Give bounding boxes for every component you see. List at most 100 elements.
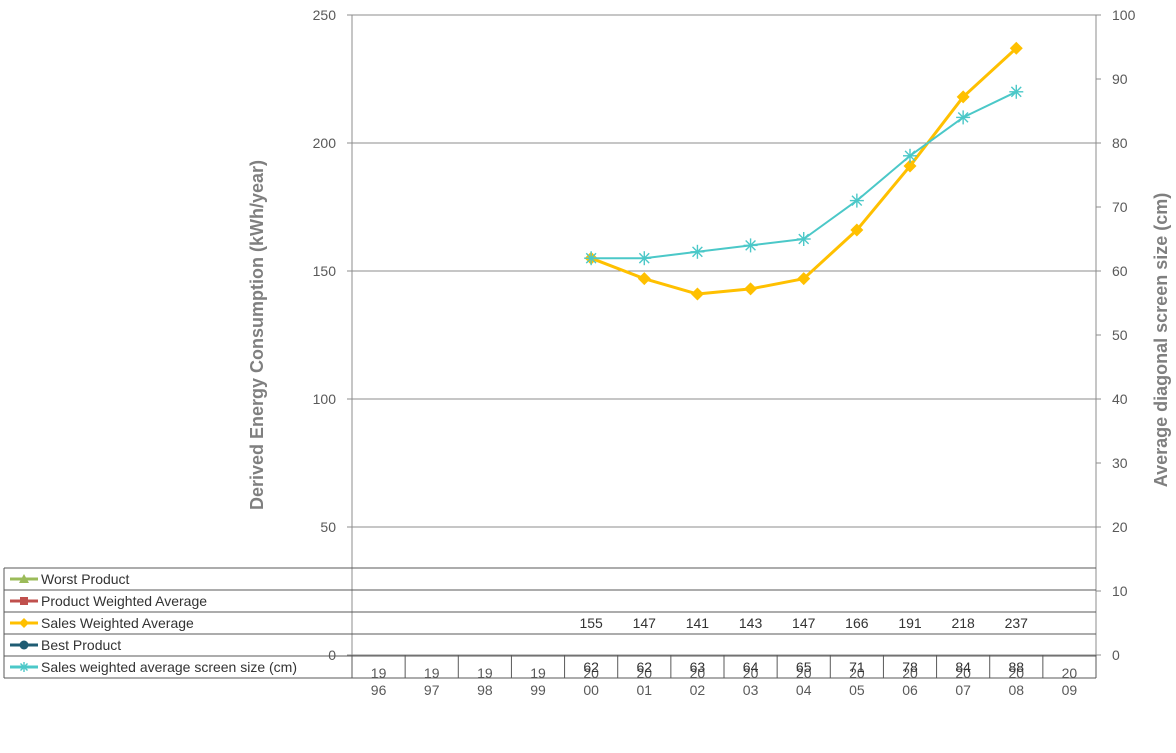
table-cell-value: 237: [1005, 615, 1029, 631]
x-tick-label: 20: [636, 665, 652, 681]
x-tick-label: 20: [1062, 665, 1078, 681]
x-tick-label: 07: [955, 682, 971, 698]
table-cell-value: 155: [579, 615, 603, 631]
x-tick-label: 01: [636, 682, 652, 698]
data-point: [850, 223, 864, 237]
x-tick-label: 05: [849, 682, 865, 698]
legend-marker: [19, 640, 29, 650]
legend-marker: [19, 574, 29, 583]
x-tick-label: 96: [371, 682, 387, 698]
table-cell-value: 141: [686, 615, 710, 631]
legend-marker: [19, 618, 29, 628]
x-tick-label: 98: [477, 682, 493, 698]
y-tick-label: 200: [313, 135, 337, 151]
table-cell-value: 62: [636, 659, 652, 675]
x-tick-label: 20: [690, 665, 706, 681]
data-point: [743, 238, 758, 253]
y-tick-label: 0: [328, 647, 336, 663]
y-tick-label: 100: [313, 391, 337, 407]
legend-label: Best Product: [41, 637, 121, 653]
series-sales-weighted-average-screen-size-cm-: [584, 84, 1024, 266]
y2-tick-label: 10: [1112, 583, 1128, 599]
y2-tick-label: 20: [1112, 519, 1128, 535]
y-tick-label: 250: [313, 7, 337, 23]
legend-label: Sales Weighted Average: [41, 615, 194, 631]
data-point: [797, 272, 811, 286]
y-axis-title: Derived Energy Consumption (kWh/year): [247, 160, 267, 510]
x-tick-label: 20: [849, 665, 865, 681]
x-tick-label: 99: [530, 682, 546, 698]
data-point: [637, 251, 652, 266]
y2-tick-label: 100: [1112, 7, 1136, 23]
y2-axis-title: Average diagonal screen size (cm): [1151, 193, 1171, 487]
table-cell-value: 191: [898, 615, 922, 631]
x-tick-label: 19: [371, 665, 387, 681]
table-cell-value: 64: [743, 659, 759, 675]
table-cell-value: 84: [955, 659, 971, 675]
table-cell-value: 147: [633, 615, 657, 631]
data-point: [1009, 84, 1024, 99]
data-point: [690, 287, 704, 301]
y2-tick-label: 90: [1112, 71, 1128, 87]
x-tick-label: 04: [796, 682, 812, 698]
data-point: [956, 90, 970, 104]
x-tick-label: 97: [424, 682, 440, 698]
x-tick-label: 19: [477, 665, 493, 681]
gridlines: 0 50 100 150 200 250: [313, 7, 1096, 663]
x-tick-label: 20: [796, 665, 812, 681]
y2-tick-label: 30: [1112, 455, 1128, 471]
legend-entry-sales-weighted-average: Sales Weighted Average: [10, 615, 194, 631]
table-cell-value: 78: [902, 659, 918, 675]
legend-label: Worst Product: [41, 571, 130, 587]
y2-tick-label: 60: [1112, 263, 1128, 279]
table-cell-value: 62: [583, 659, 599, 675]
y2-tick-label: 40: [1112, 391, 1128, 407]
x-tick-label: 19: [530, 665, 546, 681]
x-tick-label: 19: [424, 665, 440, 681]
x-tick-label: 02: [690, 682, 706, 698]
legend-marker: [20, 597, 28, 605]
table-cell-value: 71: [849, 659, 865, 675]
data-point: [956, 110, 971, 125]
legend-label: Sales weighted average screen size (cm): [41, 659, 297, 675]
data-point: [584, 251, 599, 266]
y2-tick-label: 0: [1112, 647, 1120, 663]
data-table: Worst Product Product Weighted Average Sal…: [3, 567, 1096, 679]
y2-tick-label: 70: [1112, 199, 1128, 215]
data-point: [690, 244, 705, 259]
data-point: [903, 159, 917, 173]
x-tick-label: 20: [902, 665, 918, 681]
x-tick-label: 20: [743, 665, 759, 681]
x-tick-label: 06: [902, 682, 918, 698]
table-cell-value: 63: [690, 659, 706, 675]
table-cell-value: 166: [845, 615, 869, 631]
x-tick-label: 20: [1008, 665, 1024, 681]
x-tick-label: 20: [583, 665, 599, 681]
data-point: [849, 193, 864, 208]
table-cell-value: 65: [796, 659, 812, 675]
x-tick-label: 09: [1062, 682, 1078, 698]
data-point: [744, 282, 758, 296]
y-tick-label: 150: [313, 263, 337, 279]
y-tick-label: 50: [320, 519, 336, 535]
y2-tick-label: 50: [1112, 327, 1128, 343]
x-tick-label: 20: [955, 665, 971, 681]
table-cell-value: 218: [951, 615, 975, 631]
x-tick-label: 03: [743, 682, 759, 698]
legend-entry-worst-product: Worst Product: [10, 571, 130, 587]
series-sales-weighted-average: [584, 41, 1023, 301]
legend-label: Product Weighted Average: [41, 593, 207, 609]
x-tick-label: 00: [583, 682, 599, 698]
y2-tick-label: 80: [1112, 135, 1128, 151]
table-cell-value: 147: [792, 615, 816, 631]
data-point: [796, 232, 811, 246]
legend-entry-best-product: Best Product: [10, 637, 121, 653]
legend-entry-sales-weighted-average-screen-size-cm-: Sales weighted average screen size (cm): [10, 659, 297, 675]
data-point: [1009, 41, 1023, 55]
x-tick-label: 08: [1008, 682, 1024, 698]
table-cell-value: 143: [739, 615, 763, 631]
data-point: [637, 272, 651, 286]
data-point: [903, 148, 917, 163]
table-cell-value: 88: [1008, 659, 1024, 675]
